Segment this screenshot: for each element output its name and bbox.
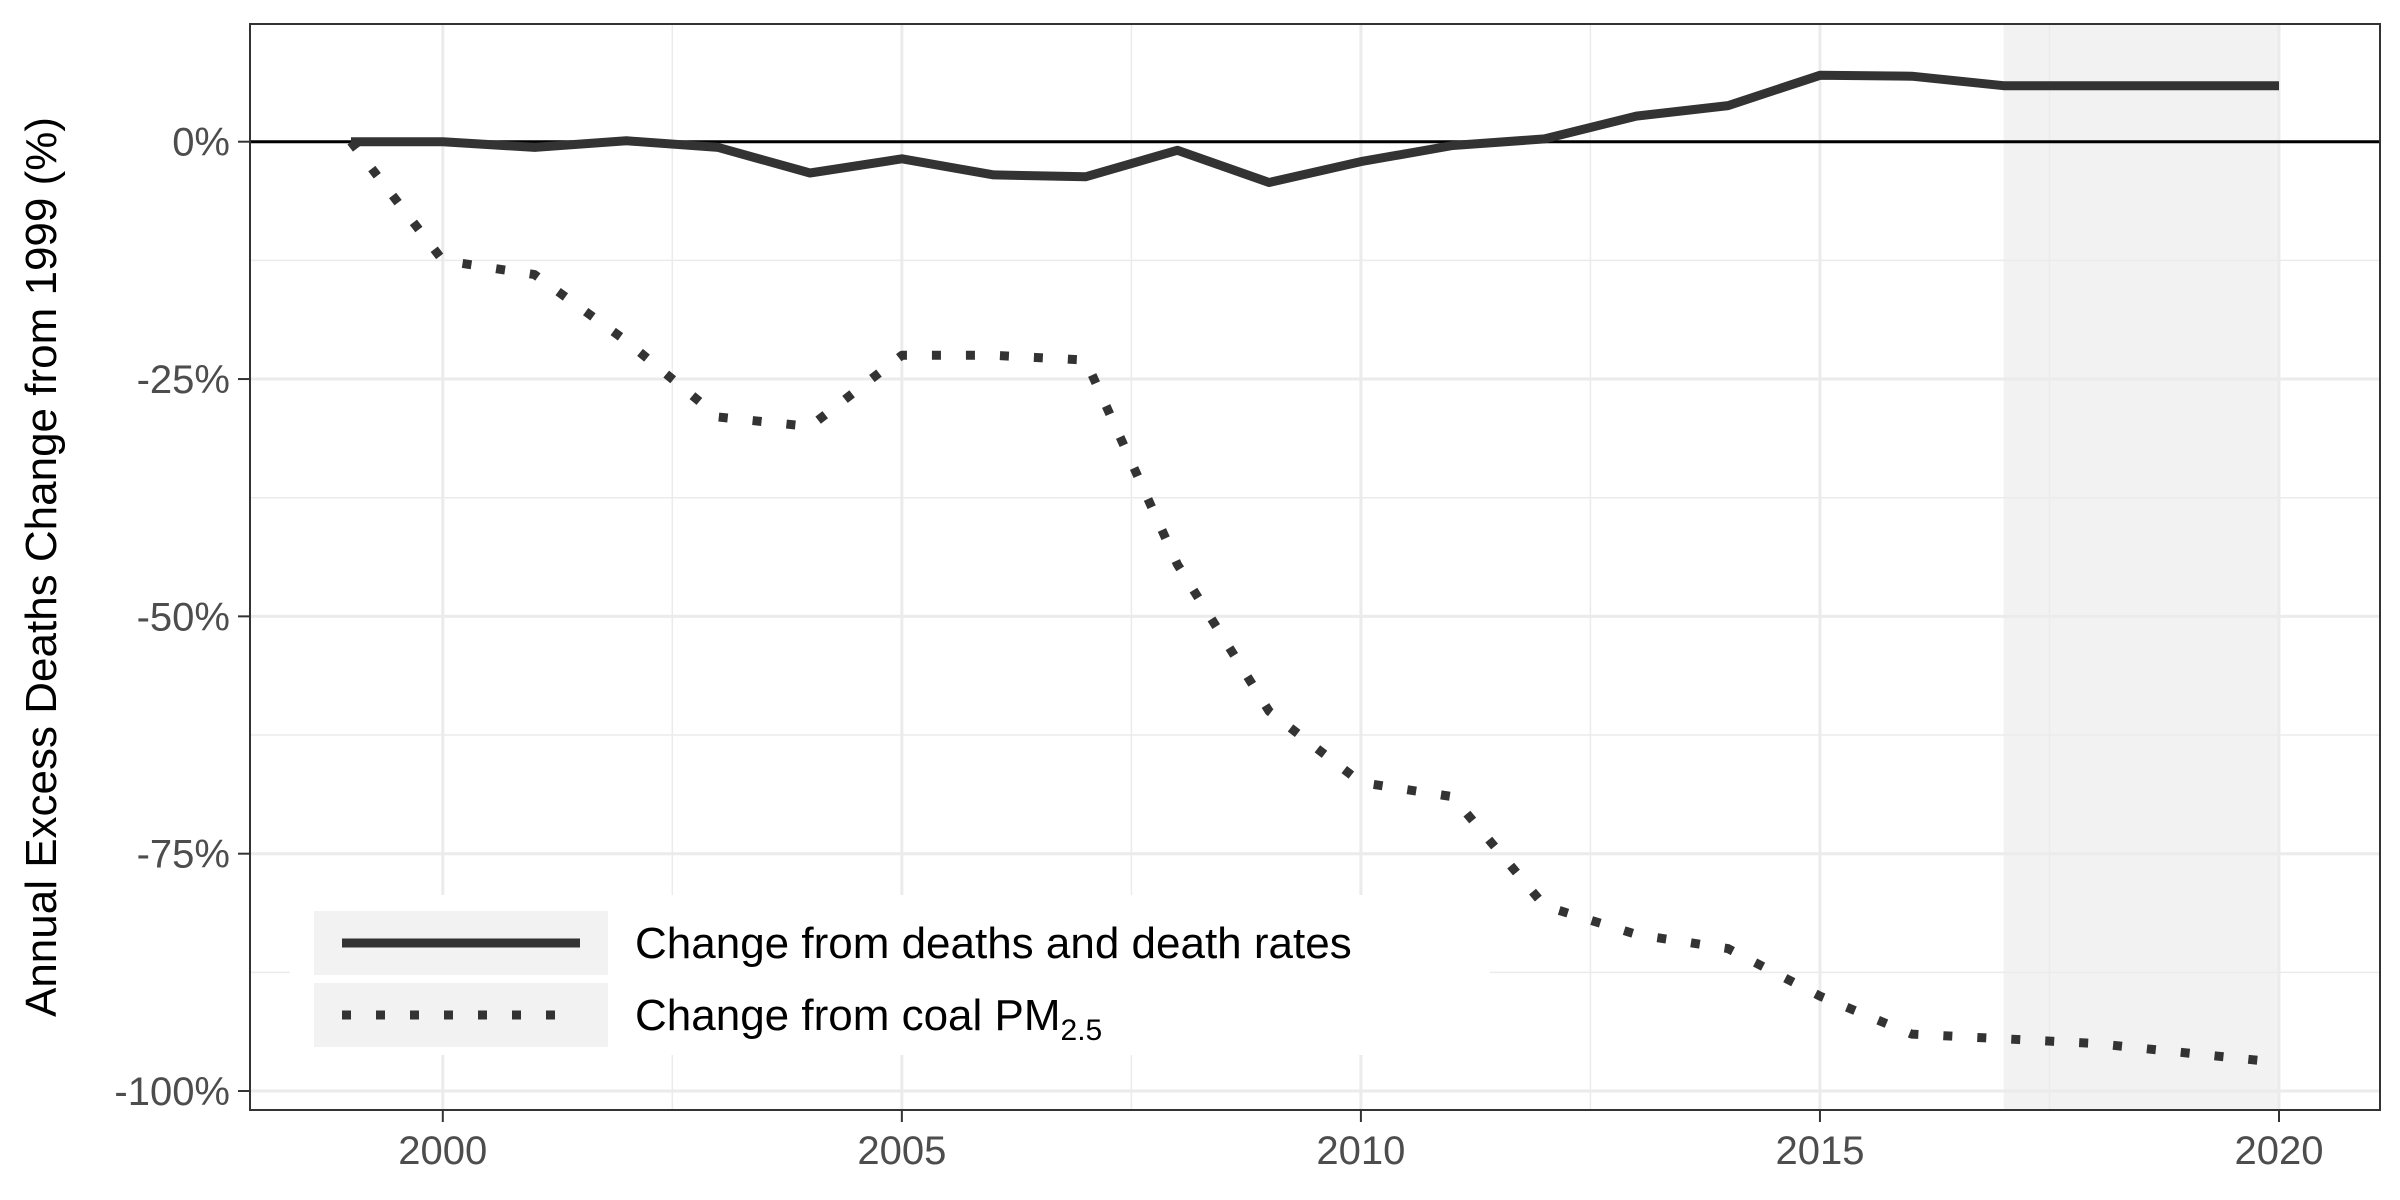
axes: 2000 2005 2010 2015 2020 0% -25% -50% -75% -100% A… (17, 117, 2324, 1173)
x-tick-label: 2020 (2235, 1129, 2324, 1173)
y-tick-label: 0% (172, 121, 230, 165)
legend-key-background (314, 983, 608, 1047)
y-tick-label: -100% (114, 1070, 230, 1114)
shaded-region (2003, 24, 2280, 1110)
x-tick-label: 2000 (398, 1129, 487, 1173)
y-tick-label: -50% (137, 595, 230, 639)
legend-label: Change from deaths and death rates (635, 919, 1352, 968)
series-lines (347, 70, 2280, 1067)
x-tick-label: 2005 (857, 1129, 946, 1173)
y-tick-label: -75% (137, 833, 230, 877)
panel-border (249, 23, 2381, 1111)
y-tick-label: -25% (137, 358, 230, 402)
x-tick-label: 2015 (1775, 1129, 1864, 1173)
y-axis-title: Annual Excess Deaths Change from 1999 (%… (17, 117, 66, 1017)
legend-label-text: Change from deaths and death rates (635, 919, 1352, 968)
legend-label: Change from coal PM2.5 (635, 991, 1102, 1047)
x-tick-label: 2010 (1316, 1129, 1405, 1173)
plot-frame (249, 23, 2381, 1111)
series-line-deaths-rates (351, 70, 2279, 187)
legend: Change from deaths and death rates Change… (290, 895, 1490, 1055)
series-line-coal-pm25 (347, 138, 2280, 1067)
legend-label-subscript: 2.5 (1061, 1014, 1103, 1047)
legend-label-text: Change from coal PM (635, 991, 1061, 1040)
